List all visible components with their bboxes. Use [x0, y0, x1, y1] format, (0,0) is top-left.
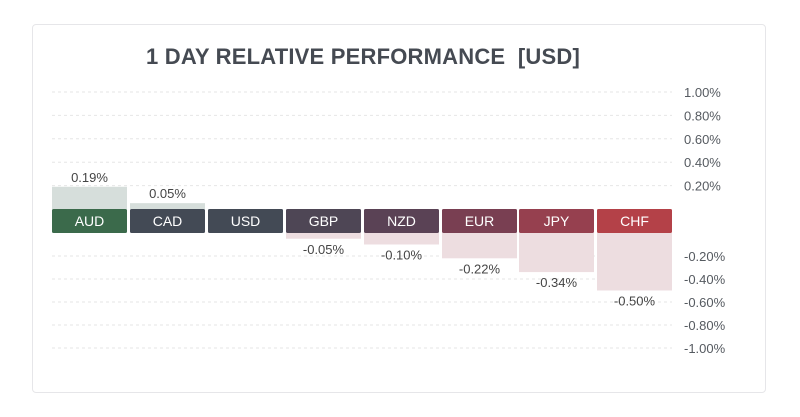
- data-label: 0.19%: [71, 170, 108, 185]
- category-label: AUD: [75, 213, 105, 229]
- category-box: [364, 209, 439, 233]
- bar: [442, 233, 517, 259]
- bar: [286, 233, 361, 239]
- category-box: [208, 209, 283, 233]
- y-tick-label: 0.60%: [684, 132, 721, 147]
- y-tick-label: -1.00%: [684, 341, 726, 356]
- category-box: [519, 209, 594, 233]
- bar: [130, 203, 205, 209]
- y-tick-label: -0.60%: [684, 295, 726, 310]
- y-tick-label: -0.80%: [684, 318, 726, 333]
- category-box: [130, 209, 205, 233]
- data-label: -0.34%: [536, 275, 578, 290]
- bar: [52, 186, 127, 209]
- category-box: [286, 209, 361, 233]
- category-box: [442, 209, 517, 233]
- category-label: CAD: [153, 213, 183, 229]
- data-label: 0.05%: [149, 186, 186, 201]
- category-label: USD: [231, 213, 261, 229]
- category-box: [597, 209, 672, 233]
- data-label: -0.10%: [381, 248, 423, 263]
- data-label: -0.50%: [614, 294, 656, 309]
- y-tick-label: -0.40%: [684, 272, 726, 287]
- category-label: NZD: [387, 213, 416, 229]
- bar: [364, 233, 439, 245]
- chart-title: 1 DAY RELATIVE PERFORMANCE [USD]: [145, 44, 581, 69]
- data-label: -0.22%: [459, 261, 501, 276]
- bar: [519, 233, 594, 273]
- category-label: JPY: [544, 213, 570, 229]
- data-label: -0.05%: [303, 242, 345, 257]
- y-tick-label: 0.20%: [684, 179, 721, 194]
- category-label: GBP: [309, 213, 339, 229]
- y-tick-label: 0.80%: [684, 108, 721, 123]
- category-box: [52, 209, 127, 233]
- y-tick-label: -0.20%: [684, 249, 726, 264]
- bar: [597, 233, 672, 291]
- y-tick-label: 1.00%: [684, 85, 721, 100]
- category-label: EUR: [465, 213, 495, 229]
- category-label: CHF: [620, 213, 649, 229]
- y-tick-label: 0.40%: [684, 155, 721, 170]
